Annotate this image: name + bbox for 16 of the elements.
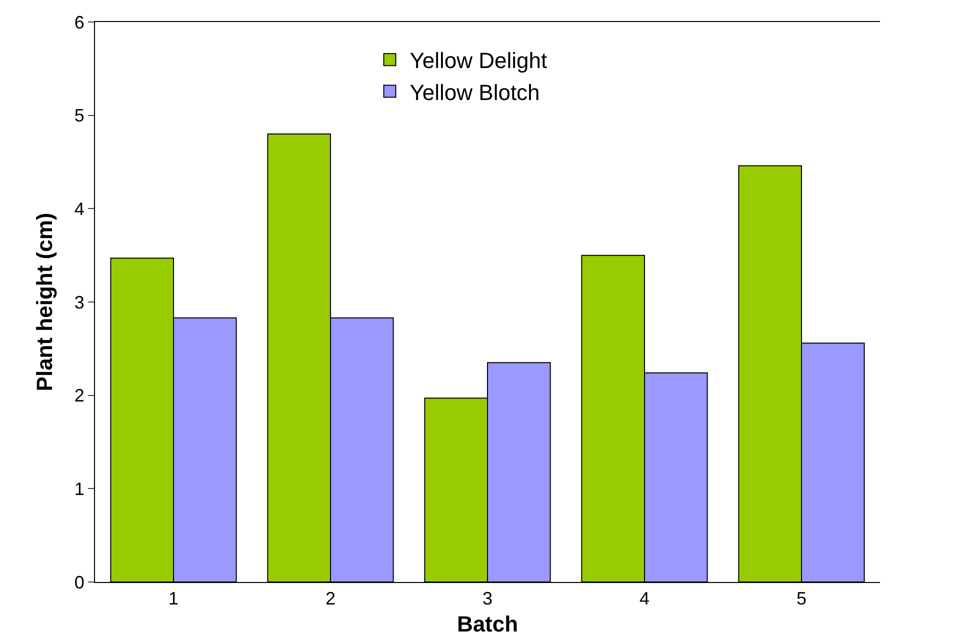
x-axis-title: Batch xyxy=(456,612,518,636)
y-tick-label: 1 xyxy=(74,478,84,499)
x-tick-label: 4 xyxy=(639,588,650,609)
x-tick-label: 5 xyxy=(796,588,807,609)
legend-label: Yellow Delight xyxy=(410,48,548,74)
y-tick-label: 2 xyxy=(74,386,84,406)
legend-label: Yellow Blotch xyxy=(410,80,540,105)
y-tick-label: 5 xyxy=(74,106,84,126)
y-tick-label: 6 xyxy=(74,12,84,32)
y-tick-label: 0 xyxy=(74,572,84,592)
x-tick-label: 3 xyxy=(482,588,493,609)
y-axis-title: Plant height (cm) xyxy=(32,212,58,392)
y-tick-label: 3 xyxy=(74,292,84,312)
x-tick-label: 1 xyxy=(168,588,179,609)
y-tick-label: 4 xyxy=(74,198,84,219)
x-tick-label: 2 xyxy=(325,588,336,609)
